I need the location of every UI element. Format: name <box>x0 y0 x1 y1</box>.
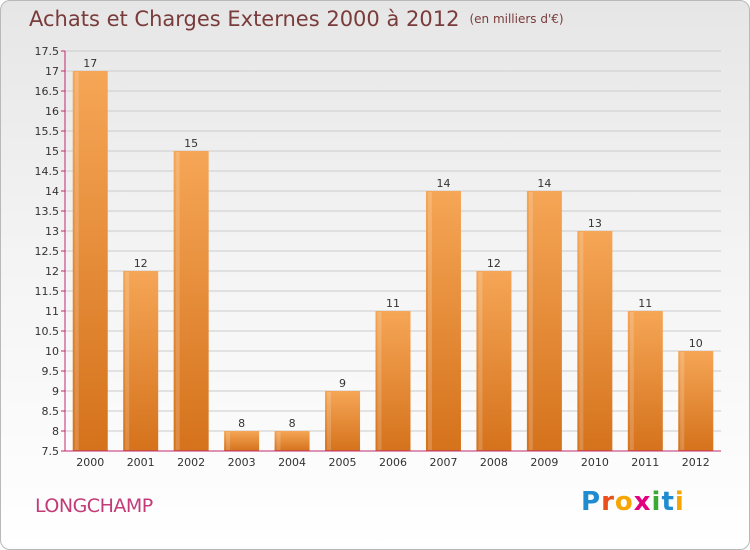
bar-highlight <box>125 272 130 450</box>
value-label: 13 <box>588 217 602 230</box>
bar-highlight <box>276 432 281 450</box>
bar-2008 <box>476 271 512 451</box>
proxiti-logo: Proxiti <box>581 487 685 517</box>
x-tick-label: 2002 <box>177 456 205 469</box>
bar-2010 <box>577 231 613 451</box>
value-label: 11 <box>638 297 652 310</box>
bar-highlight <box>478 272 483 450</box>
y-tick-label: 12.5 <box>35 245 60 258</box>
axes <box>64 51 721 452</box>
value-label: 17 <box>83 57 97 70</box>
y-axis-ticks: 7.5 8 8.5 9 9.5 10 10.5 11 11.5 12 12.5 13 13.5 14 14.… <box>35 45 65 458</box>
bar-2011 <box>627 311 663 451</box>
y-tick-label: 12 <box>45 265 59 278</box>
value-label: 8 <box>238 417 245 430</box>
bar-highlight <box>377 312 382 450</box>
bar-highlight <box>226 432 231 450</box>
y-tick-label: 16 <box>45 105 59 118</box>
bar-2007 <box>425 191 461 451</box>
chart-title: Achats et Charges Externes 2000 à 2012 (e… <box>29 7 564 31</box>
y-tick-label: 17.5 <box>35 45 60 58</box>
x-tick-label: 2005 <box>329 456 357 469</box>
bar-highlight <box>175 152 180 450</box>
bar-2001 <box>123 271 159 451</box>
bars: 17 2000 12 2001 15 2002 8 2003 8 2004 9 2005 11 2006 1… <box>72 57 714 469</box>
commune-name: LONGCHAMP <box>35 495 153 517</box>
y-tick-label: 13.5 <box>35 205 60 218</box>
bar-highlight <box>528 192 533 450</box>
y-tick-label: 11 <box>45 305 59 318</box>
value-label: 12 <box>134 257 148 270</box>
x-tick-label: 2004 <box>278 456 306 469</box>
bar-2009 <box>526 191 562 451</box>
y-tick-label: 14.5 <box>35 165 60 178</box>
y-tick-label: 9.5 <box>42 365 60 378</box>
bar-2005 <box>325 391 361 451</box>
value-label: 15 <box>184 137 198 150</box>
bar-2012 <box>678 351 714 451</box>
bar-highlight <box>629 312 634 450</box>
value-label: 11 <box>386 297 400 310</box>
y-tick-label: 15.5 <box>35 125 60 138</box>
bar-highlight <box>427 192 432 450</box>
bar-2004 <box>274 431 310 451</box>
y-tick-label: 8 <box>52 425 59 438</box>
x-tick-label: 2001 <box>127 456 155 469</box>
x-tick-label: 2003 <box>228 456 256 469</box>
y-tick-label: 10.5 <box>35 325 60 338</box>
value-label: 8 <box>289 417 296 430</box>
bar-2006 <box>375 311 411 451</box>
bar-2002 <box>173 151 209 451</box>
y-tick-label: 16.5 <box>35 85 60 98</box>
bar-highlight <box>327 392 332 450</box>
value-label: 14 <box>537 177 551 190</box>
value-label: 10 <box>689 337 703 350</box>
y-tick-label: 10 <box>45 345 59 358</box>
x-tick-label: 2011 <box>631 456 659 469</box>
y-tick-label: 17 <box>45 65 59 78</box>
y-tick-label: 9 <box>52 385 59 398</box>
chart-title-text: Achats et Charges Externes 2000 à 2012 <box>29 7 460 31</box>
y-tick-label: 15 <box>45 145 59 158</box>
y-tick-label: 13 <box>45 225 59 238</box>
bar-highlight <box>680 352 685 450</box>
x-tick-label: 2007 <box>429 456 457 469</box>
y-tick-label: 14 <box>45 185 59 198</box>
y-tick-label: 8.5 <box>42 405 60 418</box>
x-tick-label: 2000 <box>76 456 104 469</box>
y-tick-label: 7.5 <box>42 445 60 458</box>
chart-subtitle: (en milliers d'€) <box>469 12 564 26</box>
x-tick-label: 2012 <box>682 456 710 469</box>
bar-highlight <box>74 72 79 450</box>
bar-2003 <box>224 431 260 451</box>
bar-highlight <box>579 232 584 450</box>
x-tick-label: 2009 <box>530 456 558 469</box>
x-tick-label: 2006 <box>379 456 407 469</box>
value-label: 14 <box>436 177 450 190</box>
y-tick-label: 11.5 <box>35 285 60 298</box>
value-label: 9 <box>339 377 346 390</box>
bar-2000 <box>72 71 108 451</box>
x-tick-label: 2010 <box>581 456 609 469</box>
x-tick-label: 2008 <box>480 456 508 469</box>
value-label: 12 <box>487 257 501 270</box>
